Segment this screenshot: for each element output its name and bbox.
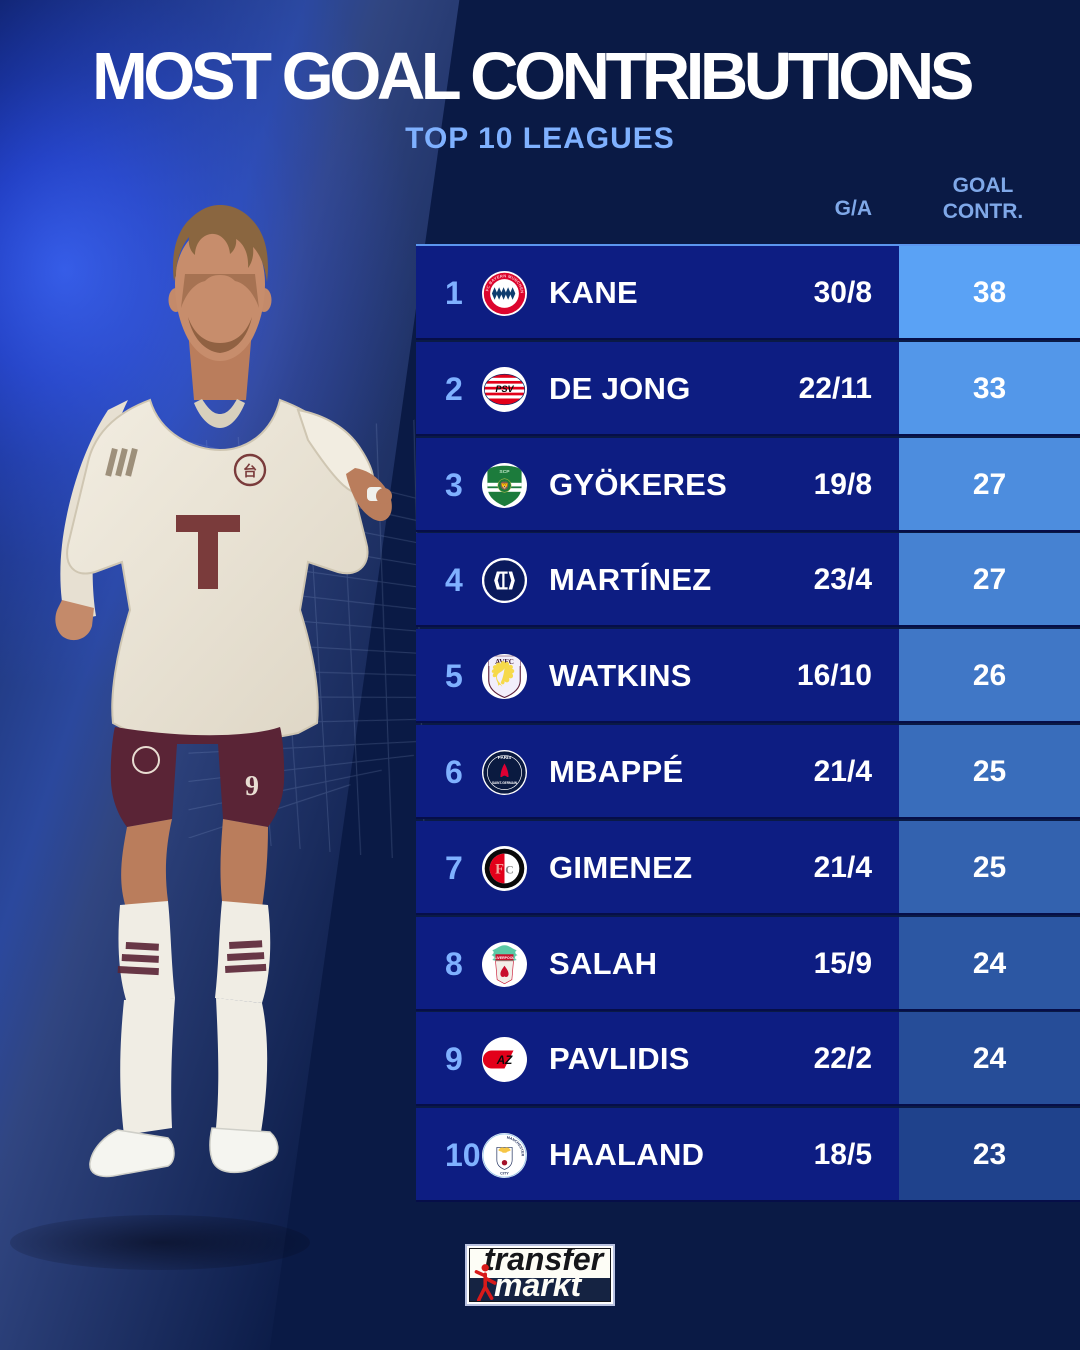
svg-text:F: F <box>495 861 504 877</box>
svg-text:SCP: SCP <box>499 468 510 474</box>
svg-text:PSV: PSV <box>495 384 514 394</box>
svg-text:SAINT-GERMAIN: SAINT-GERMAIN <box>492 781 518 785</box>
svg-text:台: 台 <box>243 463 257 480</box>
svg-text:PARIS: PARIS <box>498 755 511 760</box>
svg-text:🦁: 🦁 <box>499 480 509 490</box>
svg-text:9: 9 <box>245 771 259 802</box>
svg-text:LIVERPOOL: LIVERPOOL <box>494 955 515 959</box>
svg-text:CITY: CITY <box>500 1172 509 1176</box>
svg-text:AZ: AZ <box>496 1054 513 1067</box>
svg-text:C: C <box>505 863 513 876</box>
